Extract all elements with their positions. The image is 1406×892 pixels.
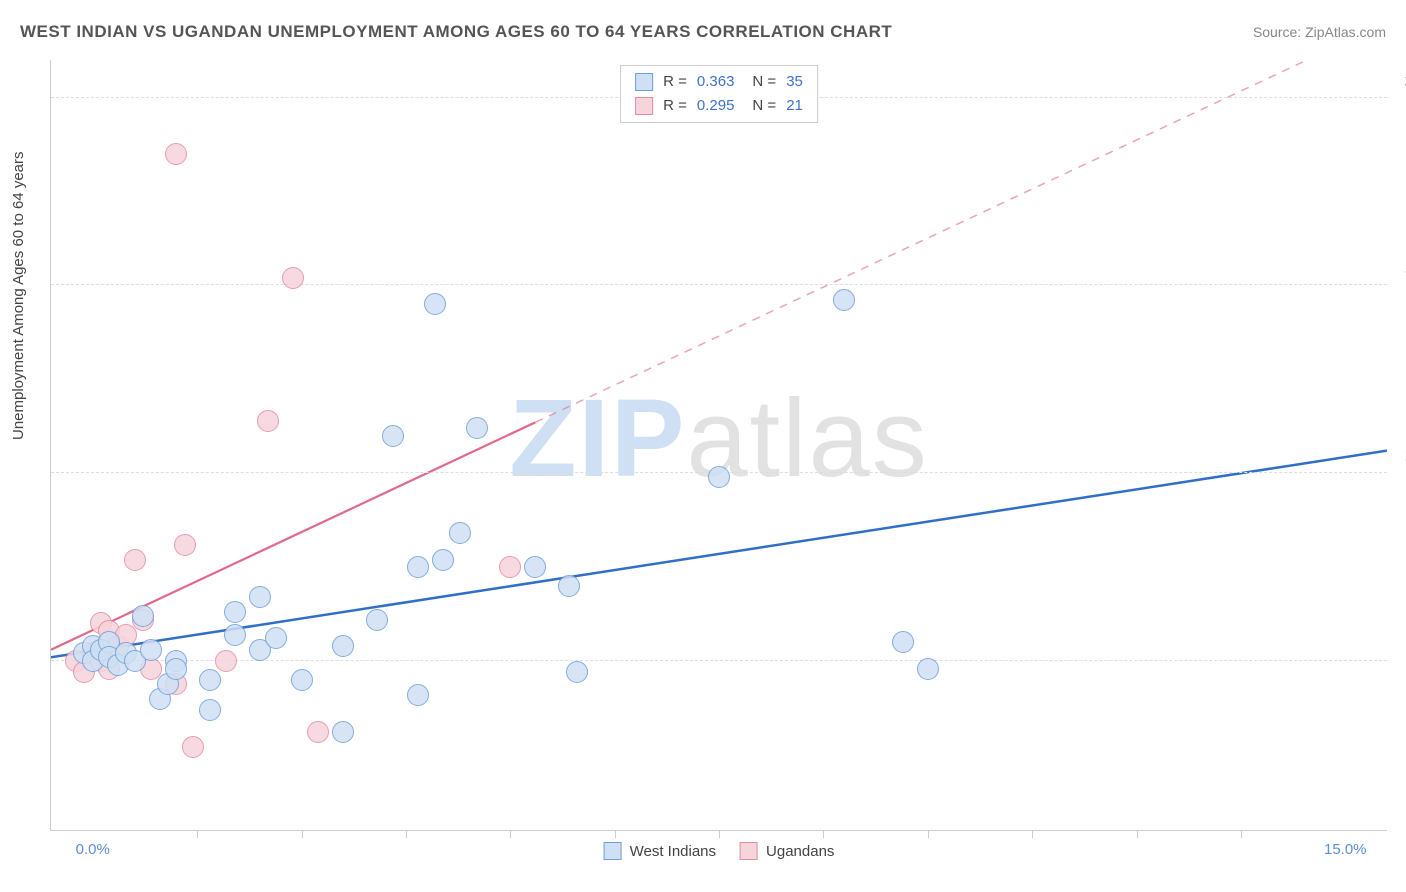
data-point <box>249 586 271 608</box>
r-value-ugandans: 0.295 <box>697 94 735 118</box>
data-point <box>432 549 454 571</box>
data-point <box>407 556 429 578</box>
data-point <box>224 624 246 646</box>
legend-row-west-indians: R = 0.363 N = 35 <box>635 70 803 94</box>
data-point <box>833 289 855 311</box>
x-tick <box>1032 830 1033 838</box>
data-point <box>215 650 237 672</box>
data-point <box>224 601 246 623</box>
trend-lines-layer <box>51 60 1387 830</box>
gridline-horizontal <box>51 660 1387 661</box>
swatch-west-indians <box>635 73 653 91</box>
data-point <box>407 684 429 706</box>
data-point <box>307 721 329 743</box>
x-tick <box>1241 830 1242 838</box>
n-value-west-indians: 35 <box>786 70 803 94</box>
y-axis-label: Unemployment Among Ages 60 to 64 years <box>10 151 27 440</box>
x-tick <box>406 830 407 838</box>
legend-row-ugandans: R = 0.295 N = 21 <box>635 94 803 118</box>
correlation-legend: R = 0.363 N = 35 R = 0.295 N = 21 <box>620 65 818 123</box>
x-tick <box>823 830 824 838</box>
x-tick <box>302 830 303 838</box>
legend-item-ugandans: Ugandans <box>740 842 834 860</box>
legend-item-west-indians: West Indians <box>604 842 716 860</box>
data-point <box>291 669 313 691</box>
data-point <box>382 425 404 447</box>
data-point <box>558 575 580 597</box>
data-point <box>917 658 939 680</box>
n-label: N = <box>752 94 776 118</box>
data-point <box>265 627 287 649</box>
data-point <box>524 556 546 578</box>
data-point <box>132 605 154 627</box>
data-point <box>332 721 354 743</box>
x-tick <box>1137 830 1138 838</box>
chart-title: WEST INDIAN VS UGANDAN UNEMPLOYMENT AMON… <box>20 22 892 42</box>
data-point <box>332 635 354 657</box>
x-tick <box>719 830 720 838</box>
data-point <box>199 669 221 691</box>
series-name-ugandans: Ugandans <box>766 843 834 860</box>
data-point <box>124 549 146 571</box>
data-point <box>892 631 914 653</box>
data-point <box>466 417 488 439</box>
x-tick-label: 0.0% <box>76 841 110 858</box>
data-point <box>424 293 446 315</box>
x-tick <box>615 830 616 838</box>
data-point <box>282 267 304 289</box>
x-tick-label: 15.0% <box>1324 841 1367 858</box>
n-value-ugandans: 21 <box>786 94 803 118</box>
n-label: N = <box>752 70 776 94</box>
data-point <box>182 736 204 758</box>
source-attribution: Source: ZipAtlas.com <box>1253 24 1386 40</box>
data-point <box>708 466 730 488</box>
data-point <box>449 522 471 544</box>
data-point <box>566 661 588 683</box>
swatch-ugandans <box>635 97 653 115</box>
data-point <box>165 658 187 680</box>
data-point <box>499 556 521 578</box>
x-tick <box>928 830 929 838</box>
watermark-part1: ZIP <box>509 377 686 500</box>
gridline-horizontal <box>51 284 1387 285</box>
data-point <box>257 410 279 432</box>
x-tick <box>197 830 198 838</box>
data-point <box>199 699 221 721</box>
series-name-west-indians: West Indians <box>630 843 716 860</box>
swatch-ugandans <box>740 842 758 860</box>
data-point <box>140 639 162 661</box>
series-legend: West Indians Ugandans <box>604 842 835 860</box>
data-point <box>165 143 187 165</box>
x-tick <box>510 830 511 838</box>
data-point <box>174 534 196 556</box>
r-label: R = <box>663 70 687 94</box>
r-label: R = <box>663 94 687 118</box>
data-point <box>366 609 388 631</box>
r-value-west-indians: 0.363 <box>697 70 735 94</box>
swatch-west-indians <box>604 842 622 860</box>
plot-area: ZIPatlas R = 0.363 N = 35 R = 0.295 N = … <box>50 60 1387 831</box>
